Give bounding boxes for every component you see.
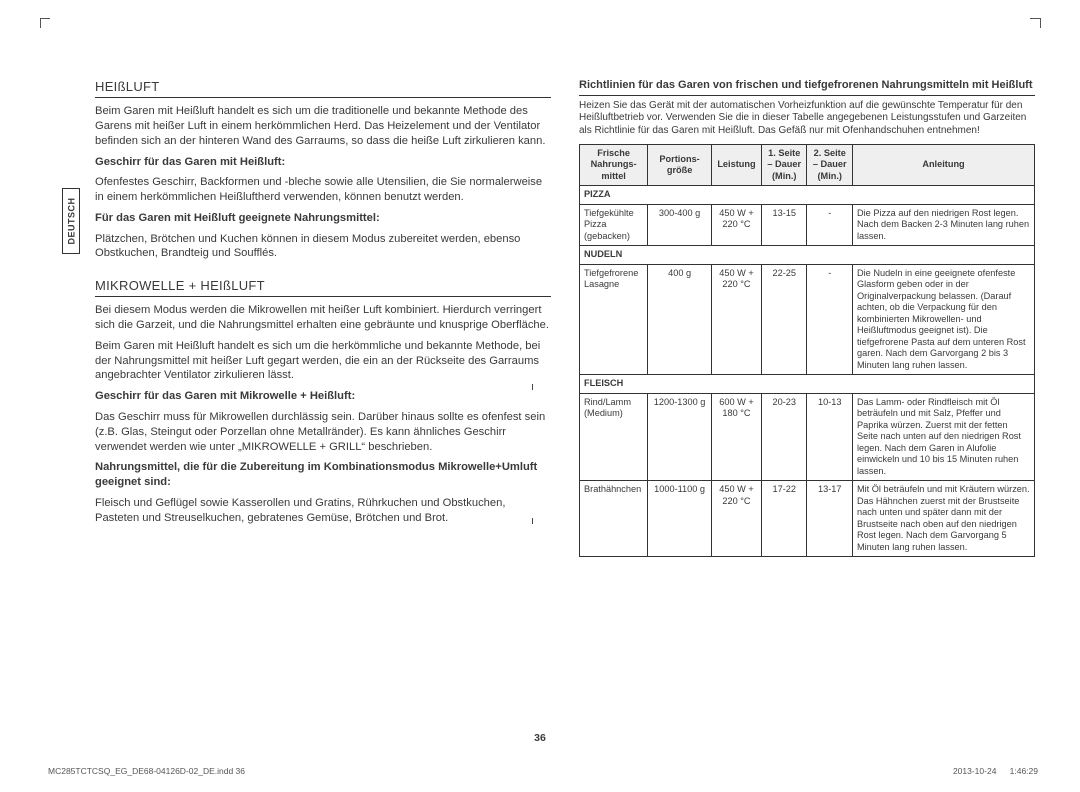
table-category-row: FLEISCH [580,375,1035,394]
subheading: Geschirr für das Garen mit Mikrowelle + … [95,389,551,404]
table-category-row: PIZZA [580,186,1035,205]
subheading: Geschirr für das Garen mit Heißluft: [95,155,551,170]
guidelines-heading: Richtlinien für das Garen von frischen u… [579,78,1035,96]
section-title-combi: MIKROWELLE + HEIßLUFT [95,277,551,294]
table-category-row: NUDELN [580,246,1035,265]
body-text: Bei diesem Modus werden die Mikrowellen … [95,303,551,333]
th-portion: Portions- größe [648,144,712,186]
body-text: Das Geschirr muss für Mikrowellen durchl… [95,410,551,454]
body-text: Beim Garen mit Heißluft handelt es sich … [95,339,551,383]
subheading: Nahrungsmittel, die für die Zubereitung … [95,460,551,490]
page-content: HEIßLUFT Beim Garen mit Heißluft handelt… [95,78,1035,557]
guidelines-intro: Heizen Sie das Gerät mit der automatisch… [579,100,1035,138]
body-text: Fleisch und Geflügel sowie Kasserollen u… [95,496,551,526]
table-row: Brathähnchen 1000-1100 g 450 W + 220 °C … [580,481,1035,557]
body-text: Plätzchen, Brötchen und Kuchen können in… [95,232,551,262]
th-side1: 1. Seite – Dauer (Min.) [761,144,807,186]
language-tab-label: DEUTSCH [66,197,76,244]
table-row: Rind/Lamm (Medium) 1200-1300 g 600 W + 1… [580,393,1035,481]
left-column: HEIßLUFT Beim Garen mit Heißluft handelt… [95,78,551,557]
language-tab: DEUTSCH [62,188,80,254]
section-title-heissluft: HEIßLUFT [95,78,551,95]
table-row: Tiefgekühlte Pizza (gebacken) 300-400 g … [580,204,1035,246]
footer-filename: MC285TCTCSQ_EG_DE68-04126D-02_DE.indd 36 [48,766,245,776]
th-guide: Anleitung [852,144,1034,186]
footer: MC285TCTCSQ_EG_DE68-04126D-02_DE.indd 36… [48,766,1038,776]
table-row: Tiefgefrorene Lasagne 400 g 450 W + 220 … [580,264,1035,375]
subheading: Für das Garen mit Heißluft geeignete Nah… [95,211,551,226]
cooking-table: Frische Nahrungs- mittel Portions- größe… [579,144,1035,558]
footer-timestamp: 2013-10-24 1:46:29 [953,766,1038,776]
body-text: Ofenfestes Geschirr, Backformen und -ble… [95,175,551,205]
th-food: Frische Nahrungs- mittel [580,144,648,186]
page-number: 36 [0,732,1080,744]
th-side2: 2. Seite – Dauer (Min.) [807,144,853,186]
right-column: Richtlinien für das Garen von frischen u… [579,78,1035,557]
body-text: Beim Garen mit Heißluft handelt es sich … [95,104,551,148]
th-power: Leistung [711,144,761,186]
